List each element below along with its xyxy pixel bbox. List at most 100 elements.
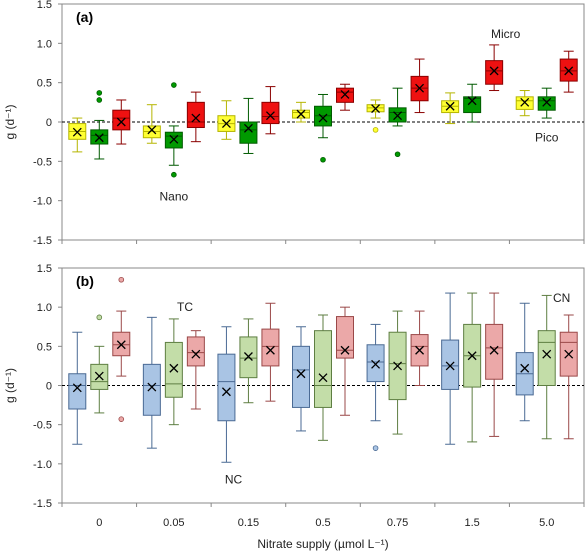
mean-marker (415, 83, 425, 93)
mean-marker (169, 363, 179, 373)
box-iqr (336, 316, 354, 359)
mean-marker (72, 383, 82, 393)
outlier-point (394, 151, 401, 158)
box-a-s1-c4 (388, 87, 407, 158)
box-a-s2-c2 (261, 86, 280, 135)
x-tick-label: 0.5 (315, 517, 330, 529)
mean-marker (147, 382, 157, 392)
box-a-s2-c0 (112, 99, 131, 145)
box-iqr (485, 323, 504, 380)
box-b-s2-c2 (261, 302, 280, 402)
box-b-s0-c6 (515, 302, 534, 422)
annotation-label: TC (177, 300, 193, 314)
box-b-s2-c6 (559, 314, 578, 440)
box-iqr (217, 353, 236, 422)
box-b-s0-c0 (68, 331, 87, 445)
mean-marker (340, 90, 350, 99)
outlier-point (372, 445, 379, 451)
mean-marker (296, 369, 306, 379)
box-a-s0-c4 (366, 99, 385, 133)
box-a-s1-c3 (314, 93, 332, 163)
mean-marker (489, 345, 499, 355)
y-tick-label: 0.5 (37, 341, 52, 353)
mean-marker (296, 109, 306, 119)
panel-b: 1.5 1.0 0.5 0 -0.5 -1.0 -1.5 g (d⁻¹) (b) TC NC CN 0 0… (3, 263, 585, 551)
box-iqr (537, 96, 556, 111)
mean-marker (520, 363, 530, 373)
mean-marker (169, 134, 179, 144)
x-tick-label: 0.15 (238, 517, 259, 529)
mean-marker (243, 123, 253, 133)
box-b-s1-c5 (463, 292, 482, 443)
y-tick-label: 1.5 (37, 263, 52, 275)
mean-marker (371, 104, 381, 114)
mean-marker (445, 361, 455, 371)
mean-marker (243, 352, 253, 361)
box-a-s0-c2 (217, 100, 236, 140)
x-tick-label: 5.0 (539, 517, 554, 529)
box-a-s1-c1 (164, 82, 183, 178)
box-b-s0-c1 (142, 316, 161, 449)
box-b-s2-c4 (410, 310, 429, 386)
box-a-s0-c5 (441, 92, 460, 125)
box-b-s2-c0 (112, 276, 131, 422)
box-iqr (186, 101, 205, 129)
box-iqr (164, 341, 183, 398)
outlier-point (171, 82, 177, 88)
mean-marker (318, 113, 328, 123)
mean-marker (94, 371, 104, 381)
box-b-s2-c3 (336, 306, 354, 416)
box-a-s0-c6 (515, 90, 534, 117)
x-tick-label: 1.5 (464, 517, 479, 529)
mean-marker (564, 349, 574, 359)
annotation-label: Micro (491, 27, 521, 41)
outlier-point (96, 90, 103, 96)
mean-marker (221, 387, 231, 397)
outlier-point (118, 416, 125, 422)
box-a-s2-c4 (410, 58, 429, 114)
mean-marker (489, 66, 499, 76)
box-b-s1-c4 (388, 310, 407, 435)
box-iqr (186, 336, 205, 367)
x-tick-label: 0.05 (163, 517, 184, 529)
mean-marker (371, 359, 381, 369)
box-a-s1-c0 (90, 90, 109, 160)
x-tick-label: 0 (96, 517, 102, 529)
box-b-s0-c4 (366, 323, 385, 451)
mean-marker (221, 119, 231, 129)
box-a-s2-c6 (559, 50, 578, 93)
box-b-s0-c5 (441, 292, 460, 445)
y-tick-label: -0.5 (33, 156, 52, 168)
mean-marker (542, 349, 552, 359)
mean-marker (393, 111, 403, 121)
box-iqr (366, 344, 385, 383)
mean-marker (318, 373, 328, 383)
mean-marker (116, 340, 126, 350)
y-tick-label: 0 (46, 381, 52, 393)
annotation-label: Nano (160, 190, 189, 204)
annotation-label: NC (225, 473, 243, 487)
outlier-point (372, 127, 379, 133)
y-tick-label: -0.5 (33, 420, 52, 432)
mean-marker (393, 361, 403, 371)
y-tick-label: -1.0 (33, 196, 52, 208)
mean-marker (415, 345, 425, 355)
box-b-s1-c6 (537, 294, 556, 440)
box-a-s2-c3 (336, 83, 354, 111)
box-a-s1-c2 (239, 97, 258, 154)
box-a-s0-c3 (292, 101, 310, 123)
outlier-point (96, 314, 103, 321)
panel-label: (a) (76, 9, 93, 25)
mean-marker (147, 125, 157, 135)
y-tick-label: -1.0 (33, 459, 52, 471)
mean-marker (94, 133, 104, 143)
box-iqr (112, 109, 131, 131)
x-tick-label: 0.75 (387, 517, 408, 529)
box-a-s1-c6 (537, 87, 556, 119)
mean-marker (564, 66, 574, 76)
y-tick-label: -1.5 (33, 235, 52, 247)
y-tick-label: 1.0 (37, 302, 52, 314)
box-b-s2-c1 (186, 330, 205, 410)
box-a-s0-c1 (142, 104, 161, 144)
